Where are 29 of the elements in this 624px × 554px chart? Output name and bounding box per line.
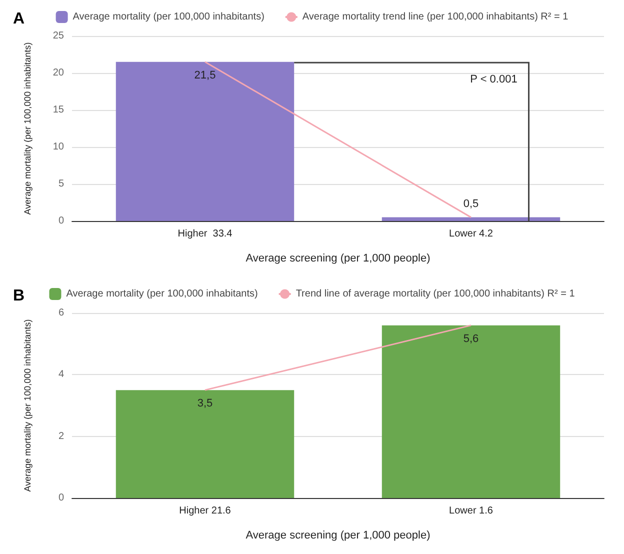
x-tick-label: Higher 33.4 [178,228,233,240]
data-label: 3,5 [197,398,213,410]
legend-label: Trend line of average mortality (per 100,000 inhabitants) R² = 1 [296,288,576,300]
y-tick-label: 0 [58,492,64,504]
data-label: 21,5 [194,69,216,82]
x-tick-label: Lower 1.6 [449,506,494,516]
legend-label: Average mortality (per 100,000 inhabitants) [72,12,264,22]
chart-title: B [13,288,25,304]
y-tick-label: 2 [58,430,64,442]
data-label: 0,5 [463,198,479,210]
x-axis-title: Average screening (per 1,000 people) [246,530,430,542]
data-label: 5,6 [463,332,479,345]
annotation: P < 0.001 [470,73,518,86]
legend-label: Average mortality trend line (per 100,000 inhabitants) R² = 1 [302,12,569,22]
y-tick-label: 5 [58,178,64,190]
y-axis-title: Average mortality (per 100,000 inhabitants) [22,42,32,215]
legend-label: Average mortality (per 100,000 inhabitants) [66,288,258,300]
chart-title: A [13,10,25,28]
y-tick-label: 4 [58,369,64,380]
y-tick-label: 25 [52,30,64,42]
x-axis-title: Average screening (per 1,000 people) [246,252,430,264]
y-axis-title: Average mortality (per 100,000 inhabitants) [22,319,32,492]
y-tick-label: 15 [52,104,64,116]
y-tick-label: 10 [52,142,64,152]
y-tick-label: 0 [58,216,64,226]
y-tick-label: 6 [58,308,64,318]
x-tick-label: Higher 21.6 [179,506,232,516]
y-tick-label: 20 [52,68,64,78]
x-tick-label: Lower 4.2 [449,228,494,240]
